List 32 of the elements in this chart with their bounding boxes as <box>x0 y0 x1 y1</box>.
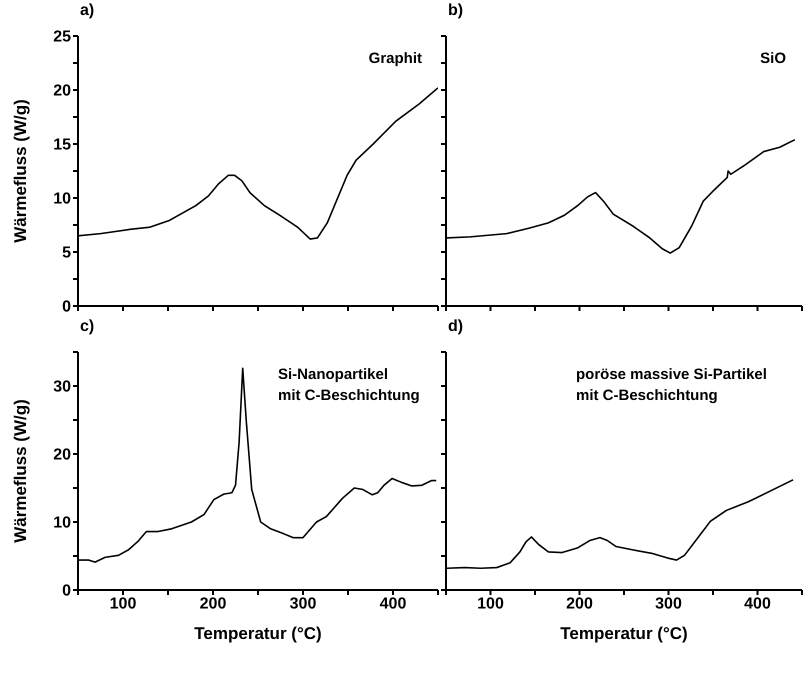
y-tick-label: 20 <box>53 82 72 100</box>
annotation: mit C-Beschichtung <box>278 386 420 406</box>
y-axis-title: Wärmefluss (W/g) <box>11 98 31 245</box>
y-tick-label: 0 <box>62 298 72 316</box>
y-axis-title: Wärmefluss (W/g) <box>11 398 31 545</box>
annotation: SiO <box>760 49 786 69</box>
x-tick-label: 400 <box>380 595 406 612</box>
x-tick-label: 300 <box>655 595 682 612</box>
y-tick-label: 30 <box>53 378 72 396</box>
chart-title: c) <box>80 318 94 336</box>
y-tick-label: 0 <box>62 582 72 600</box>
chart-title: a) <box>80 2 94 20</box>
x-tick-label: 100 <box>110 595 136 612</box>
y-tick-label: 5 <box>62 244 72 262</box>
y-tick-label: 25 <box>53 28 72 46</box>
x-tick-label: 300 <box>290 595 316 612</box>
annotation: mit C-Beschichtung <box>576 386 719 406</box>
y-tick-label: 15 <box>53 136 72 154</box>
x-tick-label: 400 <box>744 595 771 612</box>
y-tick-label: 20 <box>53 446 72 464</box>
chart-title: b) <box>448 2 464 20</box>
x-tick-label: 200 <box>566 595 593 612</box>
y-tick-label: 10 <box>53 514 72 532</box>
x-tick-label: 100 <box>477 595 504 612</box>
x-axis-title: Temperatur (°C) <box>559 624 689 644</box>
x-tick-label: 200 <box>200 595 226 612</box>
annotation: Si-Nanopartikel <box>278 365 390 385</box>
annotation: poröse massive Si-Partikel <box>576 365 767 385</box>
y-tick-label: 10 <box>53 190 72 208</box>
x-axis-title: Temperatur (°C) <box>193 624 323 644</box>
annotation: Graphit <box>368 49 422 69</box>
chart-title: d) <box>448 318 464 336</box>
